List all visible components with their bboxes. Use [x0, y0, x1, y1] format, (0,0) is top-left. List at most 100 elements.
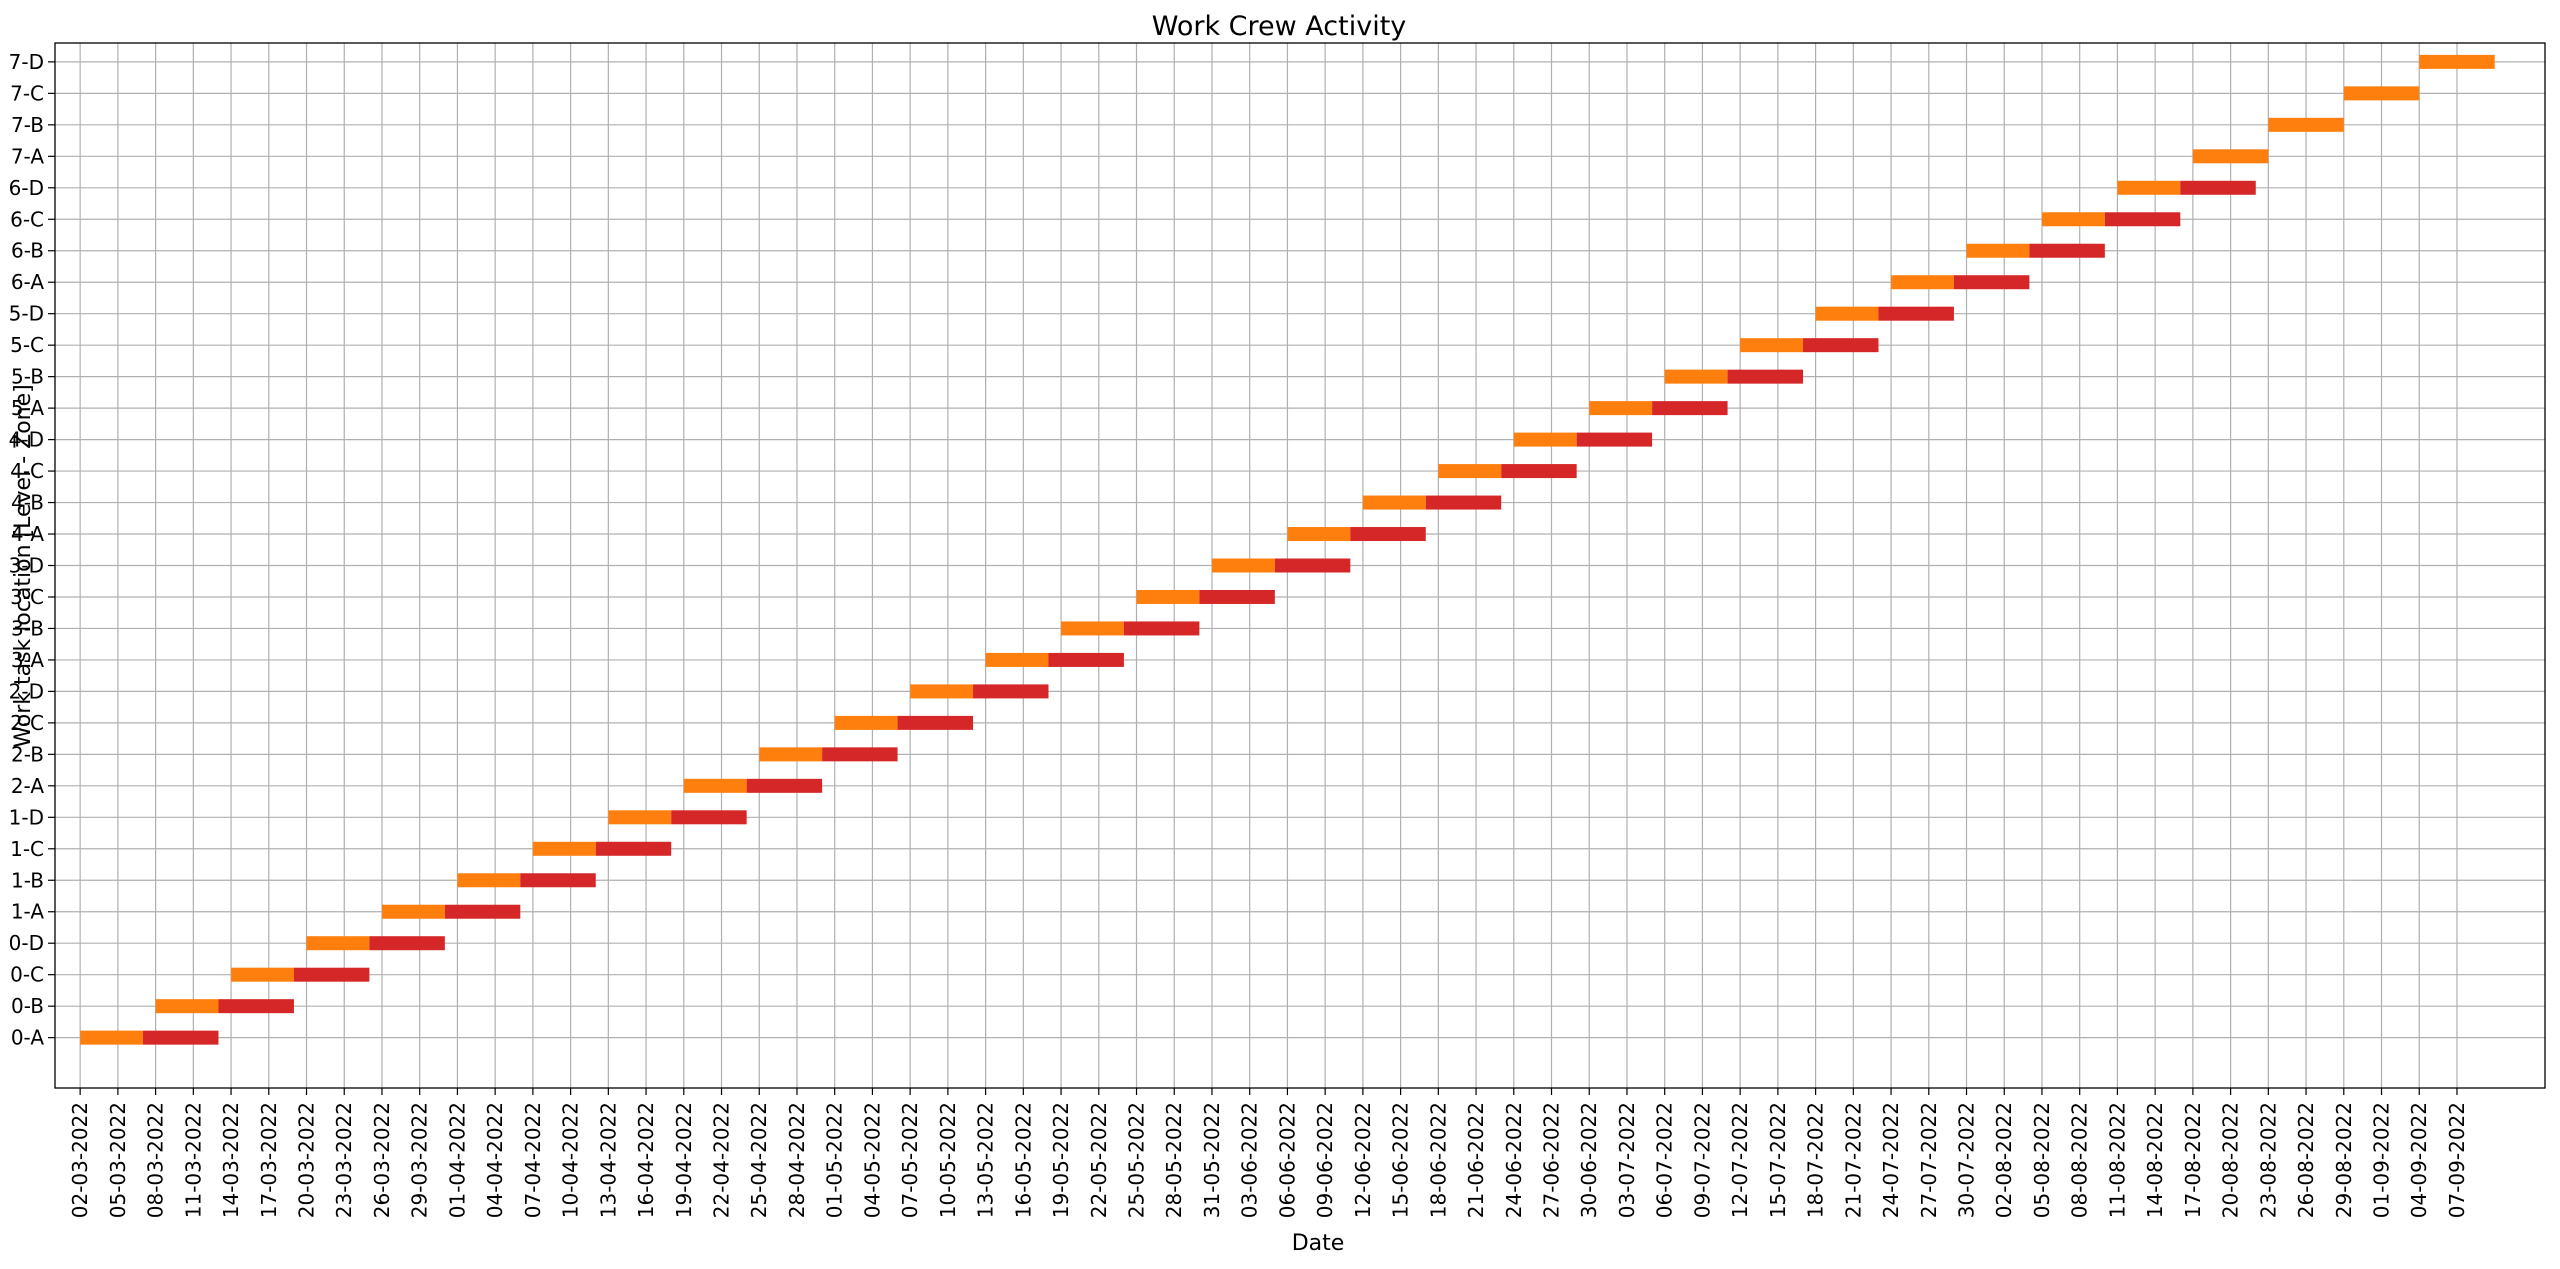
y-tick-label: 6-B [11, 239, 44, 263]
x-tick-label: 23-08-2022 [2256, 1102, 2280, 1218]
task-bar-1-D-series-1 [608, 810, 672, 825]
x-tick-label: 29-08-2022 [2332, 1102, 2356, 1218]
y-tick-label: 2-A [11, 774, 45, 798]
x-tick-label: 04-04-2022 [483, 1102, 507, 1218]
task-bar-0-A-series-1 [80, 1030, 144, 1045]
x-tick-label: 01-04-2022 [445, 1102, 469, 1218]
x-tick-label: 17-08-2022 [2181, 1102, 2205, 1218]
task-bar-4-C-series-1 [1438, 464, 1502, 479]
task-bar-2-C-series-1 [834, 715, 898, 730]
x-tick-label: 27-06-2022 [1540, 1102, 1564, 1218]
task-bar-3-D-series-2 [1274, 558, 1351, 573]
task-bar-5-D-series-2 [1878, 306, 1954, 321]
task-bar-7-C-series-1 [2343, 86, 2420, 101]
x-tick-label: 05-08-2022 [2030, 1102, 2054, 1218]
y-tick-label: 5-C [10, 333, 44, 357]
task-bar-3-C-series-2 [1199, 589, 1275, 604]
x-tick-label: 25-05-2022 [1125, 1102, 1149, 1218]
x-tick-label: 13-05-2022 [974, 1102, 998, 1218]
task-bar-5-C-series-1 [1740, 338, 1804, 353]
task-bar-6-A-series-2 [1953, 275, 2030, 290]
task-bar-4-C-series-2 [1501, 464, 1577, 479]
x-tick-label: 20-08-2022 [2219, 1102, 2243, 1218]
x-tick-label: 16-05-2022 [1011, 1102, 1035, 1218]
y-axis-ticks: 0-A 0-B 0-C 0-D 1-A 1-B 1-C 1-D 2-A 2-B 2-C 2-D 3-A 3… [9, 50, 55, 1050]
y-tick-label: 5-A [11, 396, 45, 420]
y-tick-label: 4-A [11, 522, 45, 546]
x-tick-label: 07-05-2022 [898, 1102, 922, 1218]
y-tick-label: 3-B [11, 616, 44, 640]
x-tick-label: 24-06-2022 [1502, 1102, 1526, 1218]
y-tick-label: 4-B [11, 491, 44, 515]
x-tick-label: 21-06-2022 [1464, 1102, 1488, 1218]
x-tick-label: 15-07-2022 [1766, 1102, 1790, 1218]
y-tick-label: 3-A [11, 648, 45, 672]
task-bar-6-A-series-1 [1891, 275, 1954, 290]
task-bar-3-C-series-1 [1136, 589, 1200, 604]
task-bar-0-A-series-2 [143, 1030, 219, 1045]
task-bar-2-C-series-2 [897, 715, 974, 730]
task-bar-0-D-series-1 [306, 936, 370, 951]
task-bar-6-C-series-2 [2104, 212, 2181, 227]
x-tick-label: 09-06-2022 [1313, 1102, 1337, 1218]
x-tick-label: 26-03-2022 [370, 1102, 394, 1218]
x-tick-label: 07-09-2022 [2445, 1102, 2469, 1218]
task-bar-1-A-series-2 [444, 904, 521, 919]
y-tick-label: 2-C [10, 711, 44, 735]
x-tick-label: 14-08-2022 [2143, 1102, 2167, 1218]
y-tick-label: 7-A [11, 144, 45, 168]
task-bar-1-D-series-2 [671, 810, 747, 825]
x-tick-label: 11-03-2022 [181, 1102, 205, 1218]
task-bar-2-A-series-2 [746, 778, 823, 793]
y-tick-label: 6-A [11, 270, 45, 294]
task-bar-0-C-series-1 [231, 967, 294, 982]
y-tick-label: 0-A [11, 1026, 45, 1050]
task-bar-2-A-series-1 [683, 778, 747, 793]
task-bar-7-A-series-1 [2192, 149, 2269, 164]
task-bar-3-B-series-1 [1061, 621, 1124, 636]
y-tick-label: 0-D [9, 931, 44, 955]
x-axis-ticks: 02-03-2022 05-03-2022 08-03-2022 11-03-2022… [68, 1088, 2469, 1218]
task-bar-7-B-series-1 [2268, 117, 2344, 132]
y-tick-label: 1-C [10, 837, 44, 861]
task-bar-1-A-series-1 [381, 904, 445, 919]
x-tick-label: 31-05-2022 [1200, 1102, 1224, 1218]
task-bar-5-B-series-1 [1664, 369, 1728, 384]
y-tick-label: 3-D [9, 554, 44, 578]
task-bar-4-B-series-2 [1425, 495, 1502, 510]
task-bar-0-D-series-2 [369, 936, 445, 951]
task-bar-0-B-series-1 [155, 999, 219, 1014]
y-tick-label: 1-B [11, 868, 44, 892]
x-tick-label: 06-07-2022 [1653, 1102, 1677, 1218]
x-tick-label: 10-05-2022 [936, 1102, 960, 1218]
x-tick-label: 02-03-2022 [68, 1102, 92, 1218]
x-tick-label: 23-03-2022 [332, 1102, 356, 1218]
y-tick-label: 4-C [10, 459, 44, 483]
x-tick-label: 12-07-2022 [1728, 1102, 1752, 1218]
task-bar-6-B-series-2 [2029, 243, 2105, 258]
y-tick-label: 7-C [10, 81, 44, 105]
task-bar-1-C-series-1 [532, 841, 596, 856]
x-tick-label: 10-04-2022 [559, 1102, 583, 1218]
x-tick-label: 02-08-2022 [1992, 1102, 2016, 1218]
task-bar-6-D-series-1 [2117, 180, 2181, 195]
x-tick-label: 08-08-2022 [2068, 1102, 2092, 1218]
x-tick-label: 05-03-2022 [106, 1102, 130, 1218]
x-tick-label: 19-04-2022 [672, 1102, 696, 1218]
x-tick-label: 29-03-2022 [408, 1102, 432, 1218]
task-bar-2-B-series-2 [822, 747, 898, 762]
x-tick-label: 22-04-2022 [710, 1102, 734, 1218]
x-tick-label: 04-05-2022 [860, 1102, 884, 1218]
x-tick-label: 09-07-2022 [1690, 1102, 1714, 1218]
y-tick-label: 5-B [11, 365, 44, 389]
x-tick-label: 01-09-2022 [2370, 1102, 2394, 1218]
x-tick-label: 25-04-2022 [747, 1102, 771, 1218]
y-axis-label: Work task location [Level - Zone] [11, 384, 36, 747]
task-bar-1-B-series-2 [520, 873, 596, 888]
task-bar-4-B-series-1 [1362, 495, 1426, 510]
task-bar-4-D-series-2 [1576, 432, 1653, 447]
x-tick-label: 28-04-2022 [785, 1102, 809, 1218]
y-tick-label: 2-D [9, 679, 44, 703]
x-tick-label: 22-05-2022 [1087, 1102, 1111, 1218]
